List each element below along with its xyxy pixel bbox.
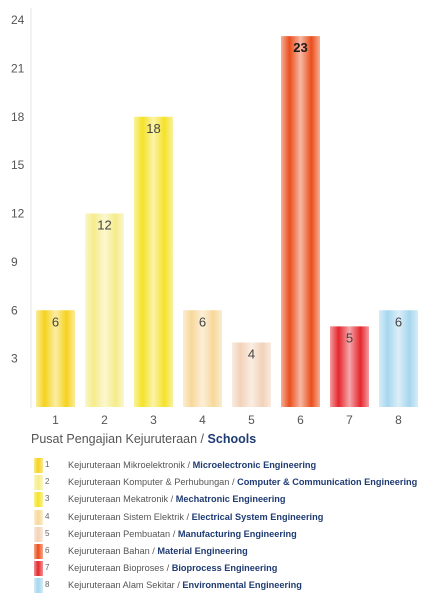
legend-label-english: Mechatronic Engineering [175,494,286,505]
y-tick-label: 12 [11,207,25,221]
bar-4 [183,310,222,407]
legend-number: 5 [45,528,50,538]
data-label: 4 [248,347,255,362]
data-label: 12 [97,218,111,233]
legend-label-malay: Kejuruteraan Mikroelektronik / [68,460,193,470]
legend-item: 8 Kejuruteraan Alam Sekitar / Environment… [31,578,423,595]
data-label: 18 [146,121,160,136]
legend-number: 6 [45,545,50,555]
legend-label-malay: Kejuruteraan Komputer & Perhubungan / [68,477,238,488]
legend-label: Kejuruteraan Mikroelektronik / Microelec… [68,460,316,470]
legend-label-malay: Kejuruteraan Sistem Elektrik / [68,511,192,522]
data-label: 23 [293,40,307,55]
bar-3 [134,116,173,407]
bar-5 [232,342,271,407]
bars [36,36,418,407]
bar-7 [330,326,369,407]
legend-swatch [34,458,43,473]
legend-label: Kejuruteraan Alam Sekitar / Environmenta… [68,580,302,590]
legend-label-malay: Kejuruteraan Alam Sekitar / [68,580,183,591]
data-label: 5 [346,330,353,345]
legend-item: 5 Kejuruteraan Pembuatan / Manufacturing … [31,526,423,544]
x-tick-label: 4 [199,413,206,427]
legend-item: 3 Kejuruteraan Mekatronik / Mechatronic E… [31,492,423,509]
x-tick-label: 8 [395,413,402,427]
y-tick-label: 18 [11,110,25,124]
y-axis-ticks: 3 6 9 12 15 18 21 24 [11,13,25,366]
bar-1 [36,310,75,407]
legend-swatch [34,475,43,491]
legend-label-english: Bioprocess Engineering [171,563,278,574]
legend-item: 6 Kejuruteraan Bahan / Material Engineeri… [31,543,423,561]
legend-label-english: Electrical System Engineering [191,511,324,522]
bar-6 [281,36,320,407]
data-label: 6 [52,314,59,329]
legend: 1 Kejuruteraan Mikroelektronik / Microele… [31,458,423,596]
data-labels: 6 12 18 6 4 23 5 6 [52,40,402,361]
y-tick-label: 3 [11,352,18,366]
legend-item: 7 Kejuruteraan Bioproses / Bioprocess Eng… [31,561,423,578]
legend-title-english: Schools [207,432,257,446]
x-tick-label: 6 [297,413,304,427]
legend-swatch [34,561,43,577]
legend-number: 7 [45,563,50,573]
y-tick-label: 9 [11,255,18,269]
legend-item: 4 Kejuruteraan Sistem Elektrik / Electric… [31,509,423,527]
legend-label: Kejuruteraan Bahan / Material Engineerin… [68,546,248,556]
legend-number: 4 [45,511,50,521]
x-tick-label: 2 [101,413,108,427]
y-tick-label: 15 [11,158,25,172]
data-label: 6 [395,314,402,329]
data-label: 6 [199,314,206,329]
legend-label: Kejuruteraan Mekatronik / Mechatronic En… [68,494,286,504]
legend-swatch [34,526,43,542]
legend-item: 2 Kejuruteraan Komputer & Perhubungan / C… [31,475,423,492]
legend-label-english: Manufacturing Engineering [177,528,297,539]
y-tick-label: 6 [11,303,18,317]
legend-title: Pusat Pengajian Kejuruteraan / Schools [31,432,256,446]
legend-label-english: Material Engineering [157,545,248,556]
bar-8 [379,310,418,407]
x-tick-label: 7 [346,413,353,427]
x-tick-label: 1 [52,413,59,427]
y-tick-label: 21 [11,61,25,75]
legend-label-english: Environmental Engineering [182,580,302,591]
legend-number: 8 [45,580,50,590]
legend-label: Kejuruteraan Bioproses / Bioprocess Engi… [68,563,277,573]
x-tick-label: 3 [150,413,157,427]
legend-label-english: Computer & Communication Engineering [237,477,418,488]
legend-label-malay: Kejuruteraan Pembuatan / [68,528,178,539]
x-tick-label: 5 [248,413,255,427]
legend-swatch [34,543,43,559]
legend-number: 1 [45,460,50,469]
legend-number: 2 [45,477,50,487]
legend-swatch [34,509,43,525]
bar-2 [85,213,124,407]
legend-label: Kejuruteraan Sistem Elektrik / Electrica… [68,512,323,522]
legend-number: 3 [45,494,50,504]
legend-label-malay: Kejuruteraan Bahan / [68,545,158,556]
legend-swatch [34,578,43,594]
x-axis-ticks: 1 2 3 4 5 6 7 8 [52,413,402,427]
legend-item: 1 Kejuruteraan Mikroelektronik / Microele… [31,458,423,475]
legend-label-english: Microelectronic Engineering [192,460,317,470]
legend-label: Kejuruteraan Komputer & Perhubungan / Co… [68,477,417,487]
legend-label-malay: Kejuruteraan Mekatronik / [68,494,176,505]
y-tick-label: 24 [11,13,25,27]
legend-swatch [34,492,43,508]
legend-label: Kejuruteraan Pembuatan / Manufacturing E… [68,529,297,539]
legend-title-malay: Pusat Pengajian Kejuruteraan / [31,432,205,446]
legend-label-malay: Kejuruteraan Bioproses / [68,563,172,574]
